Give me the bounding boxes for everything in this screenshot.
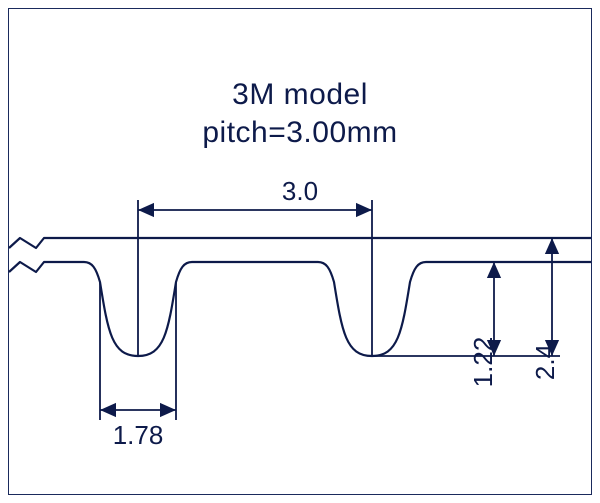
page: 3M model pitch=3.00mm (0, 0, 600, 503)
dim-total-height-label: 2.4 (530, 322, 561, 402)
dim-tooth-depth-label: 1.22 (468, 322, 499, 402)
dim-pitch-label: 3.0 (200, 176, 400, 207)
belt-profile (9, 238, 591, 356)
dim-tooth-width-label: 1.78 (78, 420, 198, 451)
